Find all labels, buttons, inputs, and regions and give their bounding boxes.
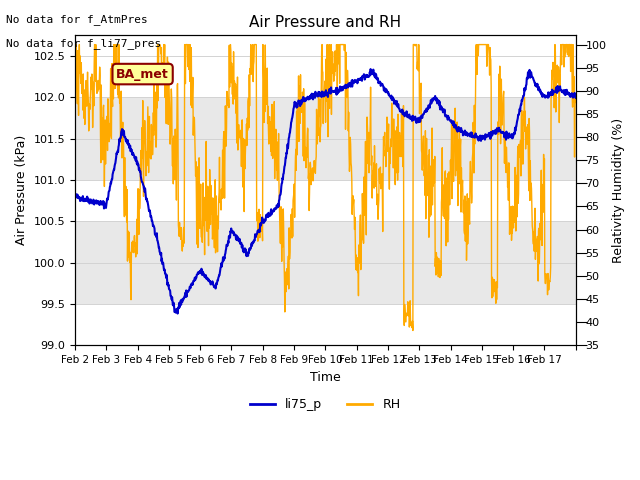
Y-axis label: Relativity Humidity (%): Relativity Humidity (%) — [612, 118, 625, 263]
Bar — [75, 97, 576, 180]
Bar — [75, 221, 576, 304]
Text: No data for f_AtmPres: No data for f_AtmPres — [6, 14, 148, 25]
Text: BA_met: BA_met — [116, 68, 169, 81]
Y-axis label: Air Pressure (kPa): Air Pressure (kPa) — [15, 135, 28, 245]
Text: No data for f_li77_pres: No data for f_li77_pres — [6, 38, 162, 49]
Legend: li75_p, RH: li75_p, RH — [245, 394, 406, 417]
Title: Air Pressure and RH: Air Pressure and RH — [250, 15, 401, 30]
X-axis label: Time: Time — [310, 371, 340, 384]
